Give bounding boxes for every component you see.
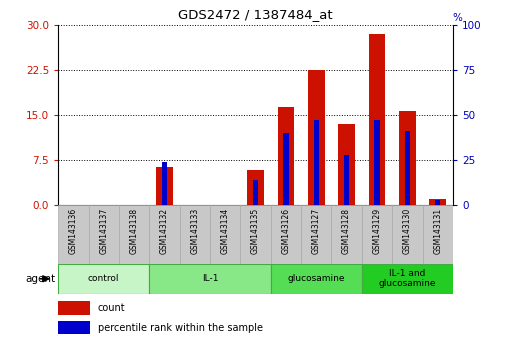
Text: GSM143127: GSM143127 [311,208,320,255]
Bar [337,124,355,205]
Text: GSM143133: GSM143133 [190,208,199,255]
Bar [149,264,270,294]
Bar [240,205,270,264]
Bar [247,170,264,205]
Bar [313,120,318,205]
Text: glucosamine: glucosamine [287,274,344,283]
Bar [58,264,149,294]
Bar [270,264,361,294]
Text: control: control [88,274,119,283]
Text: GDS2472 / 1387484_at: GDS2472 / 1387484_at [178,8,332,21]
Bar [331,205,361,264]
Text: IL-1 and
glucosamine: IL-1 and glucosamine [378,269,435,289]
Text: GSM143135: GSM143135 [250,208,260,255]
Bar [252,180,258,205]
Text: IL-1: IL-1 [201,274,218,283]
Bar [283,133,288,205]
Text: percentile rank within the sample: percentile rank within the sample [97,323,262,333]
Bar [404,131,409,205]
Text: GSM143138: GSM143138 [129,208,138,255]
Bar [361,264,452,294]
Bar [210,205,240,264]
Bar [58,205,88,264]
Bar [343,155,348,205]
Bar [307,70,324,205]
Text: GSM143132: GSM143132 [160,208,169,255]
Bar [149,205,179,264]
Bar [368,34,385,205]
Bar [88,205,119,264]
Bar [270,205,300,264]
Bar [179,205,210,264]
Bar [361,205,391,264]
Text: agent: agent [25,274,56,284]
Bar [58,301,89,315]
Text: count: count [97,303,125,313]
Bar [162,162,167,205]
Bar [58,321,89,334]
Bar [277,107,294,205]
Text: GSM143129: GSM143129 [372,208,381,255]
Bar [429,199,445,205]
Text: GSM143136: GSM143136 [69,208,78,255]
Text: GSM143130: GSM143130 [402,208,411,255]
Text: GSM143128: GSM143128 [341,208,350,254]
Bar [300,205,331,264]
Text: GSM143131: GSM143131 [432,208,441,255]
Bar [391,205,422,264]
Bar [374,120,379,205]
Text: %: % [452,13,462,23]
Bar [422,205,452,264]
Text: GSM143126: GSM143126 [281,208,290,255]
Bar [434,200,439,205]
Text: GSM143134: GSM143134 [220,208,229,255]
Bar [156,167,173,205]
Text: GSM143137: GSM143137 [99,208,108,255]
Bar [398,111,415,205]
Bar [119,205,149,264]
